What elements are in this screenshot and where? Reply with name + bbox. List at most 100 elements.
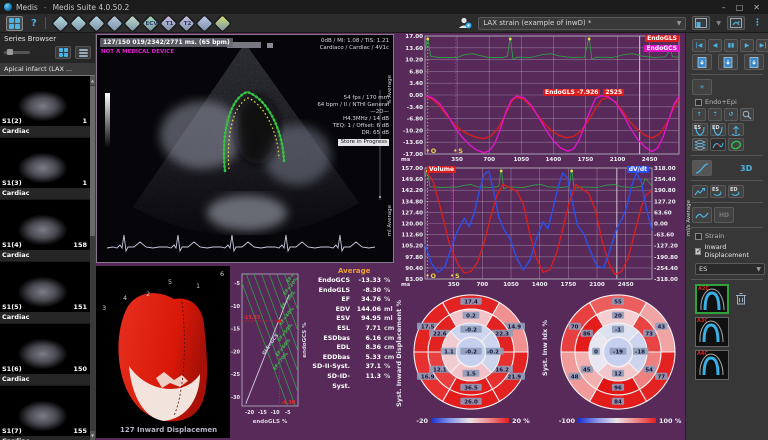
close-button[interactable]: ✕ (753, 3, 760, 12)
roi-ellipse-button[interactable] (728, 138, 744, 151)
gls-gcs-plot: EF=10%EF=20%EF=30%EF=40%EF=50%EF=60%EF=7… (230, 266, 312, 440)
next-frame-button[interactable]: ▶ (740, 39, 754, 52)
strain-legend: EndoGLS EndoGCS (644, 35, 679, 52)
series-item[interactable]: S1(7)155Cardiac (0, 386, 95, 440)
maximize-button[interactable]: □ (736, 3, 744, 12)
app-icon-t2[interactable]: T2 (177, 14, 195, 32)
app-icon-qmass[interactable] (51, 14, 69, 32)
help-button[interactable]: ? (31, 18, 37, 29)
study-tab[interactable]: Apical infarct (LAX ... (0, 63, 95, 76)
ed-contour-button[interactable]: ED (710, 123, 726, 136)
legend-dvdt[interactable]: dV/dt (627, 166, 649, 173)
result-unit: % (381, 276, 393, 286)
shift-up-fine-button[interactable]: ⇡ (708, 108, 722, 121)
es-phase-button[interactable]: ES (710, 185, 726, 198)
3d-model-panel[interactable]: 3 4 2 5 1 6 127 Inward Displacemen (96, 266, 230, 438)
app-icon-qpen[interactable] (195, 14, 213, 32)
series-item[interactable]: S1(6)150Cardiac (0, 324, 95, 386)
shift-up-button[interactable]: ↑ (692, 108, 706, 121)
y-tick-label: -30 (231, 395, 241, 401)
first-frame-button[interactable]: |◀ (692, 39, 706, 52)
scrollbar-thumb[interactable] (90, 86, 95, 236)
toolbar-right: LAX strain (example of inwD) * ▼ ▼ ⋮ (458, 16, 762, 30)
curve-fit-button[interactable] (710, 138, 726, 151)
apps-launcher-button[interactable] (6, 16, 23, 31)
strain-checkbox[interactable] (695, 233, 702, 240)
series-item[interactable]: S1(5)151Cardiac (0, 262, 95, 324)
export-snapshot-button[interactable] (718, 54, 738, 70)
layers-button[interactable] (692, 138, 708, 151)
overflow-menu-icon[interactable]: ⋮ (753, 18, 762, 28)
thumbnail-overlay: S1(4)158 (2, 241, 87, 249)
app-icon-viewer[interactable] (213, 14, 231, 32)
app-icon-t1-label: T1 (163, 20, 176, 26)
last-frame-button[interactable]: ▶| (756, 39, 768, 52)
layout-caret-icon[interactable]: ▼ (716, 20, 721, 27)
endo-epi-checkbox[interactable] (695, 99, 702, 106)
list-view-button[interactable] (75, 46, 91, 59)
app-icon-q3d[interactable] (87, 14, 105, 32)
app-icon-qmaps[interactable] (123, 14, 141, 32)
reset-layout-button[interactable] (727, 16, 745, 30)
legend-endogls[interactable]: EndoGLS (645, 35, 679, 42)
sigmoid-button[interactable] (692, 160, 712, 176)
scroll-down-icon[interactable]: ▼ (90, 431, 95, 440)
preset-info: Cardiaco / Cardiac / 4V1c (320, 45, 389, 52)
power-info: 0dB / MI: 1.08 / TIS: 1.21 (320, 38, 389, 45)
ed-phase-button[interactable]: ED (728, 185, 744, 198)
series-thumbnail: S1(7)155 (0, 386, 95, 436)
grid-view-button[interactable] (55, 46, 71, 59)
series-item[interactable]: S1(3)1Cardiac (0, 138, 95, 200)
ultrasound-viewport[interactable]: 127/150 019/2342/2771 ms. (65 bpm) NOT A… (96, 34, 394, 263)
3d-mode-label[interactable]: 3D (740, 164, 752, 173)
segment-value: 84 (614, 400, 622, 406)
ecg-trace (107, 235, 375, 251)
undo-button[interactable]: ↺ (724, 108, 738, 121)
y2-tick-label: -63.60 (654, 233, 674, 239)
export-results-button[interactable] (744, 54, 764, 70)
thumbnail-overlay: S1(2)1 (2, 117, 87, 125)
app-icon-ecv-label: ECV (145, 20, 158, 26)
workspace-select[interactable]: LAX strain (example of inwD) * ▼ (478, 17, 686, 30)
bullseye-right-title: Syst. Inw Idx % (541, 320, 549, 376)
view-thumbnail[interactable]: A3C (695, 317, 729, 347)
segment-value: 1.1 (444, 350, 454, 356)
series-item[interactable]: S1(4)158Cardiac (0, 200, 95, 262)
series-scrollbar[interactable]: ▲ ▼ (90, 76, 95, 440)
trend-curve-button[interactable] (692, 207, 712, 223)
view-thumbnail[interactable]: A2C (695, 284, 729, 314)
layout-button[interactable] (692, 16, 710, 30)
pause-button[interactable]: ▮▮ (724, 39, 738, 52)
segment-value: 45 (583, 368, 591, 374)
segment-value: 73 (645, 332, 653, 338)
divider (691, 180, 763, 181)
app-icon-ecv[interactable]: ECV (141, 14, 159, 32)
export-report-button[interactable] (692, 54, 712, 70)
zoom-tool-button[interactable] (740, 108, 754, 121)
es-contour-button[interactable]: ES (692, 123, 708, 136)
view-thumbnail[interactable]: A4C (695, 350, 729, 380)
x-tick-label: -20 (245, 410, 255, 416)
y-tick-label: 134.80 (401, 199, 423, 205)
phase-select[interactable]: ES ▼ (695, 263, 765, 275)
marker-move-button[interactable] (692, 185, 708, 198)
series-id: S1(2) (2, 117, 22, 125)
measurement-point (278, 319, 281, 322)
hd-button[interactable]: HD (714, 207, 734, 223)
series-item[interactable]: S1(2)1Cardiac (0, 76, 95, 138)
trash-icon[interactable] (735, 292, 747, 305)
view-thumb-row: A4C (695, 350, 765, 380)
minimize-button[interactable]: – (722, 3, 726, 12)
scroll-up-icon[interactable]: ▲ (90, 76, 95, 85)
legend-volume[interactable]: Volume (427, 166, 456, 173)
app-icon-qflow[interactable] (69, 14, 87, 32)
y-tick-label: 17.00 (405, 34, 423, 40)
window-level-button[interactable]: ☀ (692, 79, 712, 95)
inward-displacement-checkbox[interactable] (695, 248, 701, 255)
legend-endogcs[interactable]: EndoGCS (644, 45, 679, 52)
previous-frame-button[interactable]: ◀ (708, 39, 722, 52)
thumbnail-size-slider[interactable] (4, 51, 30, 54)
axis-tool-button[interactable] (728, 123, 744, 136)
app-icon-t1[interactable]: T1 (159, 14, 177, 32)
app-icon-qstrain[interactable] (105, 14, 123, 32)
